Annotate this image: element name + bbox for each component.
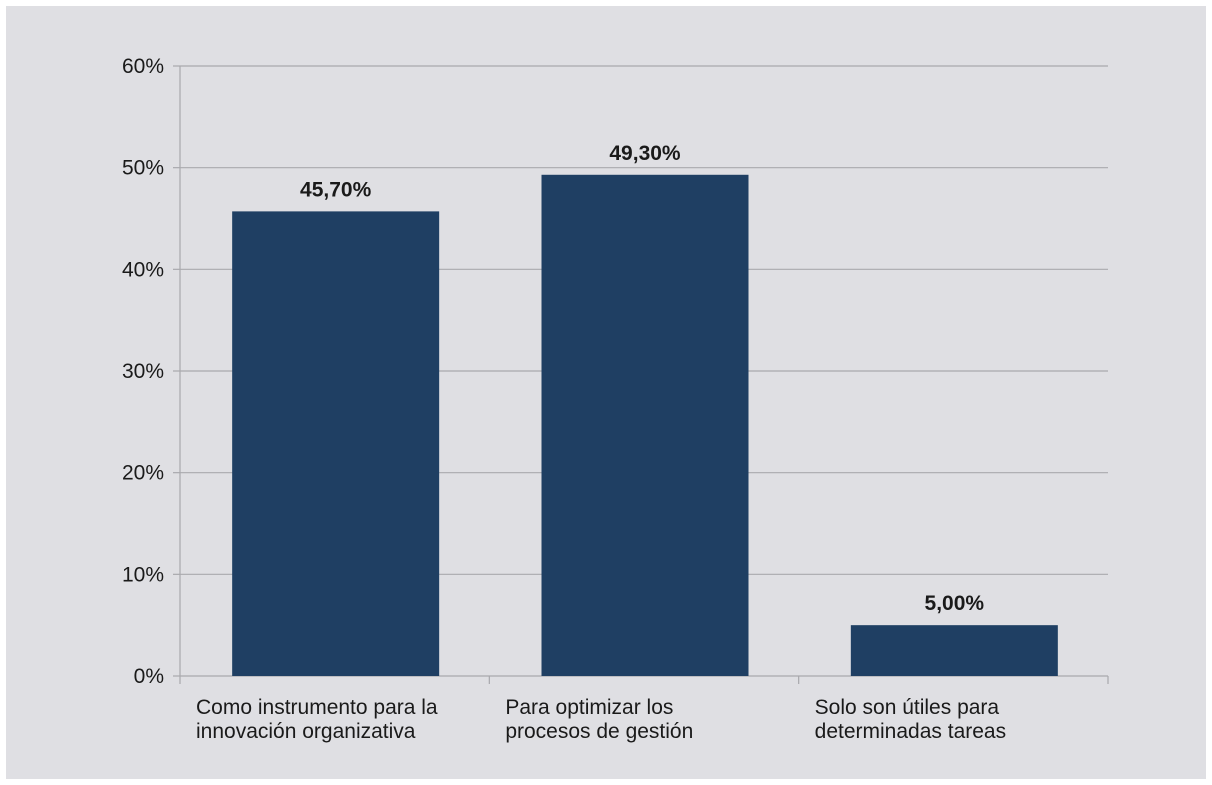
bar <box>541 174 749 677</box>
data-label: 49,30% <box>609 142 681 165</box>
x-category-label: determinadas tareas <box>815 720 1006 743</box>
bar <box>232 211 440 676</box>
y-tick-label: 50% <box>122 157 164 180</box>
y-tick-label: 30% <box>122 360 164 383</box>
x-category-label: innovación organizativa <box>196 720 416 743</box>
x-category-label: Como instrumento para la <box>196 696 438 719</box>
x-category-label: Para optimizar los <box>505 696 673 719</box>
y-tick-label: 20% <box>122 462 164 485</box>
x-category-label: Solo son útiles para <box>815 696 1000 719</box>
bar <box>850 625 1058 676</box>
y-tick-label: 60% <box>122 55 164 78</box>
y-tick-label: 40% <box>122 258 164 281</box>
x-category-label: procesos de gestión <box>505 720 693 743</box>
y-tick-label: 10% <box>122 563 164 586</box>
data-label: 45,70% <box>300 178 372 201</box>
data-label: 5,00% <box>925 592 985 615</box>
y-tick-label: 0% <box>134 665 164 688</box>
